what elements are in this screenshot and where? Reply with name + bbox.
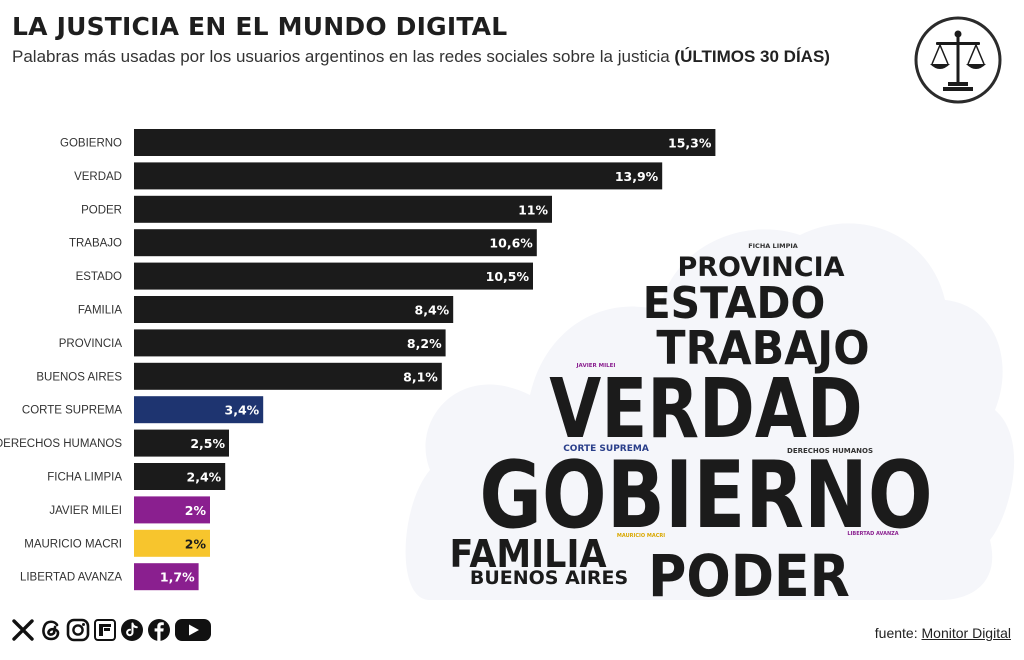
cloud-word-verdad: VERDAD <box>549 360 862 456</box>
bar <box>134 296 454 323</box>
cloud-word-estado: ESTADO <box>643 279 826 330</box>
bar <box>134 496 210 524</box>
subtitle-text: Palabras más usadas por los usuarios arg… <box>12 47 670 66</box>
bar <box>134 529 210 557</box>
bar <box>134 396 264 424</box>
category-label: VERDAD <box>74 171 122 183</box>
category-label: TRABAJO <box>69 238 122 250</box>
bar <box>134 429 229 457</box>
category-label: CORTE SUPREMA <box>22 405 122 417</box>
bar <box>134 162 663 190</box>
bar <box>134 262 533 290</box>
flipboard-icon[interactable] <box>93 617 117 648</box>
youtube-icon[interactable] <box>174 617 212 648</box>
category-label: LIBERTAD AVANZA <box>20 572 122 584</box>
cloud-background <box>405 223 1015 600</box>
cloud-word-corte-suprema: CORTE SUPREMA <box>563 444 649 454</box>
bar <box>134 362 442 390</box>
facebook-icon[interactable] <box>147 617 171 648</box>
cloud-word-derechos-humanos: DERECHOS HUMANOS <box>787 447 873 455</box>
bar <box>134 329 446 357</box>
source-credit: fuente: Monitor Digital <box>875 625 1011 641</box>
category-label: MAURICIO MACRI <box>24 538 122 550</box>
value-label: 8,4% <box>415 303 450 318</box>
value-label: 8,1% <box>403 369 438 384</box>
bar <box>134 463 226 490</box>
cloud-word-mauricio-macri: MAURICIO MACRI <box>617 533 665 539</box>
category-label: FICHA LIMPIA <box>47 472 122 484</box>
value-label: 13,9% <box>615 169 659 184</box>
instagram-icon[interactable] <box>66 617 90 648</box>
value-label: 11% <box>518 202 548 217</box>
x-icon[interactable] <box>10 617 36 648</box>
category-label: ESTADO <box>76 271 122 283</box>
category-label: GOBIERNO <box>60 138 122 150</box>
bar <box>134 563 199 591</box>
value-label: 2,4% <box>187 470 222 485</box>
subtitle-period: (ÚLTIMOS 30 DÍAS) <box>674 47 830 66</box>
cloud-word-javier-milei: JAVIER MILEI <box>576 363 616 369</box>
cloud-word-provincia: PROVINCIA <box>677 252 844 283</box>
value-label: 2% <box>185 503 207 518</box>
page-title: LA JUSTICIA EN EL MUNDO DIGITAL <box>12 12 508 41</box>
value-label: 15,3% <box>668 136 712 151</box>
social-links <box>10 617 212 648</box>
value-label: 3,4% <box>225 403 260 418</box>
source-prefix: fuente: <box>874 625 918 641</box>
cloud-word-poder: PODER <box>648 543 850 610</box>
source-link[interactable]: Monitor Digital <box>921 625 1011 641</box>
cloud-word-trabajo: TRABAJO <box>656 323 869 376</box>
bar-chart: GOBIERNO 15,3% VERDAD 13,9% PODER 11% TRABAJO 1… <box>0 129 716 591</box>
value-label: 2,5% <box>190 436 225 451</box>
bar <box>134 229 537 257</box>
threads-icon[interactable] <box>39 617 63 648</box>
cloud-word-gobierno: GOBIERNO <box>479 442 932 550</box>
value-label: 1,7% <box>160 570 195 585</box>
category-label: BUENOS AIRES <box>36 371 122 383</box>
bar <box>134 129 716 156</box>
value-label: 8,2% <box>407 336 442 351</box>
cloud-word-ficha-limpia: FICHA LIMPIA <box>748 242 798 250</box>
category-label: DERECHOS HUMANOS <box>0 438 122 450</box>
tiktok-icon[interactable] <box>120 617 144 648</box>
chart-canvas: FICHA LIMPIAPROVINCIAESTADOTRABAJOJAVIER… <box>0 129 1015 610</box>
cloud-word-buenos-aires: BUENOS AIRES <box>470 567 628 589</box>
justice-scale-icon <box>914 16 1002 104</box>
value-label: 2% <box>185 536 207 551</box>
value-label: 10,6% <box>489 236 533 251</box>
value-label: 10,5% <box>486 269 530 284</box>
category-label: PODER <box>81 204 122 216</box>
cloud-word-libertad-avanza: LIBERTAD AVANZA <box>847 531 898 537</box>
category-label: FAMILIA <box>78 305 122 317</box>
bar <box>134 195 552 223</box>
page-subtitle: Palabras más usadas por los usuarios arg… <box>12 47 830 67</box>
category-label: JAVIER MILEI <box>49 505 122 517</box>
category-label: PROVINCIA <box>59 338 123 350</box>
cloud-word-familia: FAMILIA <box>449 532 607 577</box>
